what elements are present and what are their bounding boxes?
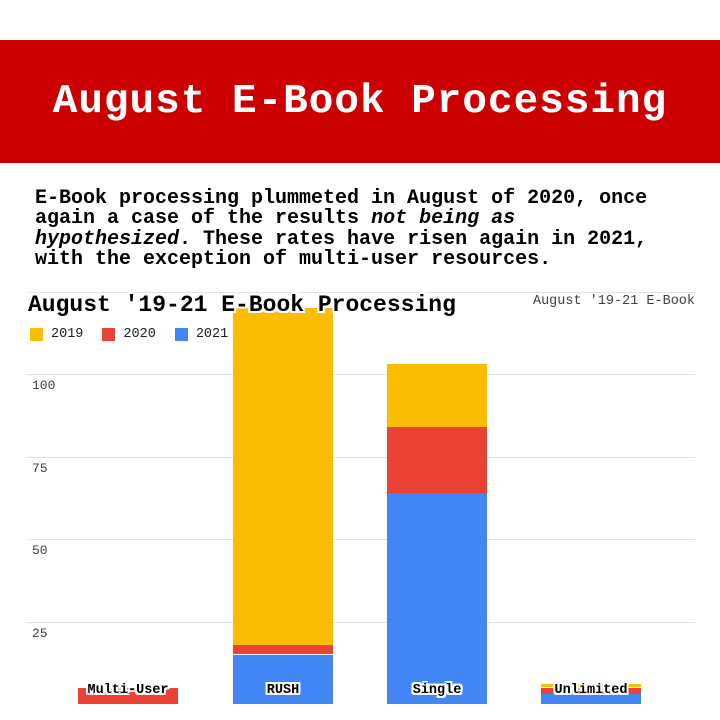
- legend-label: 2020: [123, 327, 156, 342]
- gridline: [27, 621, 695, 623]
- title-banner: August E-Book Processing: [0, 40, 720, 163]
- gridline: [27, 291, 695, 293]
- legend-swatch-2020: [102, 328, 116, 341]
- intro-segment-italic: not being as: [371, 207, 516, 231]
- intro-text: E-Book processing plummeted in August of…: [35, 187, 648, 271]
- bar-segment-multi-user-2020: [78, 687, 178, 704]
- y-tick-label: 25: [32, 625, 48, 641]
- chart-legend: 2019 2020 2021: [30, 327, 247, 342]
- bar-segment-rush-2020: [233, 644, 333, 655]
- x-category-label-rush: RUSH: [266, 683, 300, 698]
- legend-label: 2021: [195, 327, 229, 342]
- bar-segment-single-2021: [387, 492, 487, 704]
- legend-item-2019: 2019: [30, 327, 83, 342]
- bar-segment-unlimited-2019: [541, 684, 641, 688]
- legend-item-2020: 2020: [102, 327, 156, 342]
- intro-segment-italic: hypothesized: [35, 227, 180, 251]
- intro-line: again a case of the results not being as: [35, 209, 647, 229]
- legend-item-2021: 2021: [174, 327, 229, 342]
- y-tick-label: 100: [32, 378, 56, 393]
- bar-segment-rush-2019: [233, 308, 333, 645]
- legend-swatch-2019: [30, 328, 43, 341]
- y-tick-label: 75: [32, 460, 48, 476]
- intro-line: with the exception of multi-user resourc…: [35, 247, 647, 271]
- bar-segment-unlimited-2020: [541, 687, 641, 695]
- gridline: [27, 374, 695, 375]
- intro-segment: with the exception of multi-user resourc…: [35, 247, 552, 271]
- legend-label: 2019: [51, 327, 84, 342]
- x-category-label-single: Single: [412, 683, 462, 698]
- chart-corner-label: August '19-21 E-Book: [532, 294, 695, 309]
- y-tick-label: 50: [32, 543, 48, 558]
- intro-segment: . These rates have risen again in 2021,: [179, 227, 648, 251]
- bar-segment-unlimited-2021: [541, 694, 641, 704]
- gridline: [27, 456, 695, 458]
- bar-segment-single-2019: [387, 364, 487, 427]
- intro-line: hypothesized. These rates have risen aga…: [35, 227, 648, 251]
- intro-segment: again a case of the results: [35, 207, 372, 231]
- intro-line: E-Book processing plummeted in August of…: [35, 187, 648, 210]
- page-title: August E-Book Processing: [52, 78, 668, 125]
- x-category-label-unlimited: Unlimited: [554, 683, 628, 698]
- gridline: [27, 539, 695, 540]
- intro-segment: E-Book processing plummeted in August of…: [35, 187, 648, 210]
- x-category-label-multi-user: Multi-User: [87, 683, 169, 698]
- bar-segment-rush-2021: [233, 654, 333, 704]
- legend-swatch-2021: [174, 328, 188, 341]
- chart-title: August '19-21 E-Book Processing: [28, 292, 456, 318]
- bar-segment-single-2020: [387, 426, 487, 493]
